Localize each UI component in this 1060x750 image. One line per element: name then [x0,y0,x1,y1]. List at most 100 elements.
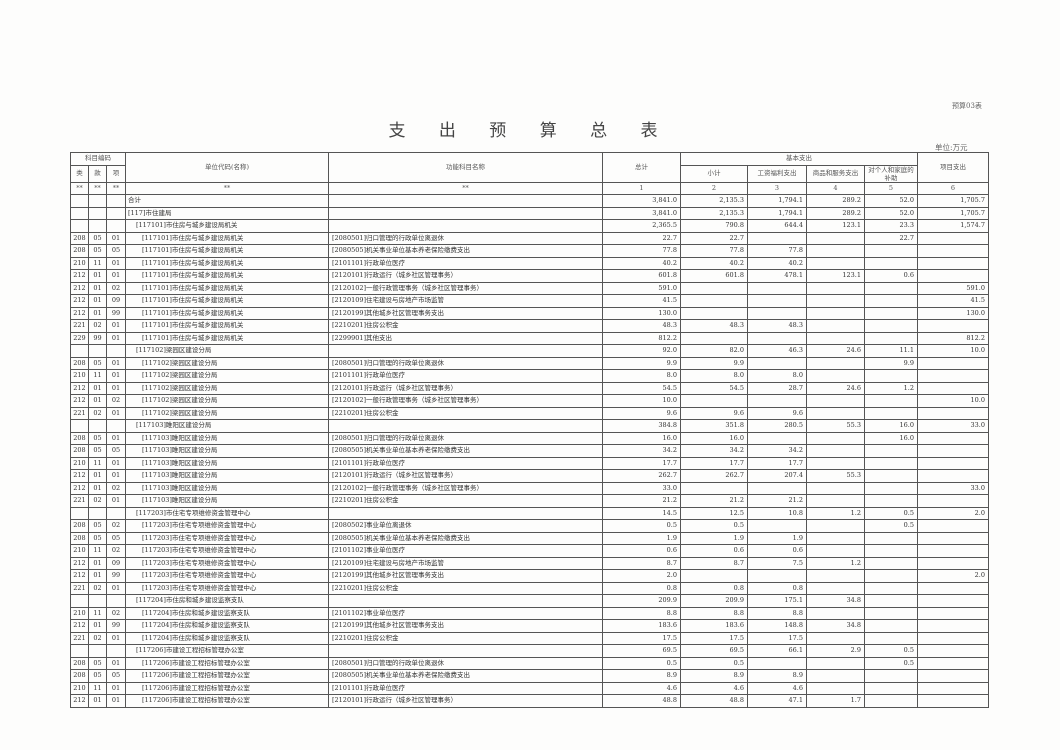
cell-personal [864,456,918,470]
cell-xiang: 01 [106,581,126,595]
cell-wages: 28.7 [747,381,807,395]
cell-total: 40.2 [602,256,681,270]
cell-goods [806,431,865,445]
cell-lei: 208 [70,431,89,445]
cell-wages: 8.8 [747,606,807,620]
cell-function-name [328,419,603,433]
cell-subtotal: 21.2 [680,494,748,508]
cell-total: 262.7 [602,469,681,483]
cell-wages: 77.8 [747,244,807,258]
cell-unit-name: [117206]市建设工程招标管理办公室 [125,694,329,708]
cell-xiang: 01 [106,381,126,395]
cell-function-name: [2120109]住宅建设与房地产市场监管 [328,294,603,308]
cell-subtotal: 54.5 [680,381,748,395]
cell-project: 591.0 [917,281,989,295]
cell-unit-name: [117204]市住房和城乡建设监察支队 [125,619,329,633]
cell-lei: 210 [70,544,89,558]
cell-xiang: 02 [106,481,126,495]
cell-wages: 1,794.1 [747,194,807,208]
cell-lei: 208 [70,519,89,533]
cell-total: 48.8 [602,694,681,708]
cell-xiang [106,419,126,433]
cell-kuan: 99 [88,331,107,345]
cell-project: 1,574.7 [917,219,989,233]
table-row: 210 11 01 [117206]市建设工程招标管理办公室 [2101101]行政单位… [70,681,989,695]
cell-kuan: 05 [88,531,107,545]
cell-goods: 2.9 [806,644,865,658]
cell-wages [747,656,807,670]
cell-goods [806,569,865,583]
cell-kuan: 11 [88,456,107,470]
table-row: 212 01 99 [117203]市住宅专项维修资金管理中心 [2120199]其他城… [70,569,989,583]
cell-kuan: 02 [88,494,107,508]
cell-project: 1,705.7 [917,206,989,220]
cell-unit-name: 合计 [125,194,329,208]
cell-goods: 289.2 [806,194,865,208]
cell-function-name: [2080505]机关事业单位基本养老保险缴费支出 [328,531,603,545]
cell-lei [70,419,89,433]
cell-subtotal: 4.6 [680,681,748,695]
cell-wages: 7.5 [747,556,807,570]
cell-personal [864,406,918,420]
cell-lei: 208 [70,531,89,545]
cell-lei: 208 [70,656,89,670]
cell-goods [806,281,865,295]
col-number: 3 [747,181,807,195]
cell-function-name: [2120101]行政运行（城乡社区管理事务） [328,694,603,708]
cell-project [917,656,989,670]
cell-total: 16.0 [602,431,681,445]
cell-total: 2,365.5 [602,219,681,233]
cell-lei: 221 [70,406,89,420]
cell-kuan: 01 [88,619,107,633]
cell-project [917,681,989,695]
cell-subtotal: 351.8 [680,419,748,433]
table-row: 208 05 01 [117102]梁园区建设分局 [2080501]归口管理的行政单位… [70,356,989,370]
cell-xiang: 05 [106,444,126,458]
cell-lei [70,219,89,233]
cell-total: 130.0 [602,306,681,320]
cell-unit-name: [117101]市住房与城乡建设局机关 [125,244,329,258]
table-row: 212 01 09 [117203]市住宅专项维修资金管理中心 [2120109]住宅建… [70,556,989,570]
cell-total: 1.9 [602,531,681,545]
cell-function-name: [2080505]机关事业单位基本养老保险缴费支出 [328,669,603,683]
cell-project: 130.0 [917,306,989,320]
cell-unit-name: [117206]市建设工程招标管理办公室 [125,681,329,695]
cell-goods [806,244,865,258]
cell-subtotal: 12.5 [680,506,748,520]
table-row: 221 02 01 [117203]市住宅专项维修资金管理中心 [2210201]住房公… [70,581,989,595]
cell-unit-name: [117204]市住房和城乡建设监察支队 [125,631,329,645]
header-total: 总计 [602,152,681,183]
cell-project [917,444,989,458]
cell-lei: 212 [70,694,89,708]
cell-xiang: 01 [106,681,126,695]
cell-subtotal: 262.7 [680,469,748,483]
cell-subtotal [680,481,748,495]
cell-wages [747,394,807,408]
cell-xiang: 01 [106,631,126,645]
cell-total: 14.5 [602,506,681,520]
cell-goods [806,406,865,420]
table-row: 210 11 01 [117103]睢阳区建设分局 [2101101]行政单位医疗 17.… [70,456,989,470]
cell-project [917,531,989,545]
cell-lei: 221 [70,494,89,508]
cell-kuan: 02 [88,319,107,333]
cell-personal [864,444,918,458]
cell-function-name [328,206,603,220]
cell-function-name: [2101101]行政单位医疗 [328,456,603,470]
cell-personal [864,469,918,483]
header-project: 项目支出 [917,152,989,183]
cell-xiang [106,594,126,608]
cell-lei: 208 [70,356,89,370]
cell-total: 33.0 [602,481,681,495]
table-row: 210 11 01 [117101]市住房与城乡建设局机关 [2101101]行政单位医… [70,256,989,270]
cell-function-name [328,344,603,358]
cell-wages: 207.4 [747,469,807,483]
col-number: 6 [917,181,989,195]
cell-kuan: 01 [88,306,107,320]
cell-total: 22.7 [602,231,681,245]
table-row: 208 05 01 [117101]市住房与城乡建设局机关 [2080501]归口管理的… [70,231,989,245]
cell-subtotal: 0.5 [680,656,748,670]
table-row: 229 99 01 [117101]市住房与城乡建设局机关 [2299901]其他支出 8… [70,331,989,345]
cell-kuan [88,644,107,658]
cell-goods: 55.3 [806,469,865,483]
